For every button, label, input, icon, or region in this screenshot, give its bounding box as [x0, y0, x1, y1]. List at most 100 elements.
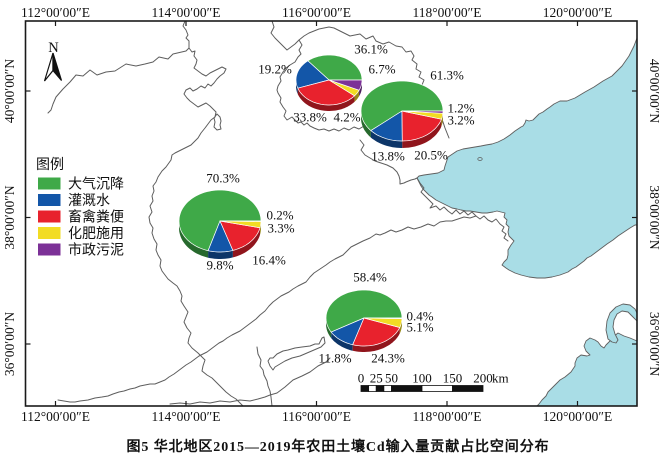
- legend-item-label: 灌溉水: [68, 193, 110, 209]
- pie-slice-side: [296, 80, 298, 95]
- axis-label-lat-right: 36°00′00″N: [647, 312, 662, 376]
- pie-slice-label: 70.3%: [206, 171, 240, 186]
- axis-label-lat-right: 38°00′00″N: [647, 185, 662, 249]
- pie-1: 36.1% 19.2% 33.8% 4.2% 6.7%: [258, 42, 396, 125]
- small-island: [477, 157, 483, 161]
- legend-item-label: 畜禽粪便: [68, 209, 124, 226]
- pie-slice-label: 20.5%: [414, 148, 448, 163]
- pie-slice-label: 19.2%: [258, 62, 292, 77]
- axis-label-lat-left: 38°00′00″N: [2, 185, 17, 249]
- pie-slice: [207, 220, 234, 253]
- pie-charts-layer: 36.1% 19.2% 33.8% 4.2% 6.7% 61.3% 13.8% 20.5% 3.…: [178, 42, 475, 366]
- boundary-shandong-west: [256, 346, 273, 406]
- boundary-small-enclave: [213, 113, 222, 131]
- legend-title: 图例: [36, 157, 64, 173]
- scale-bar-segment: [421, 385, 453, 392]
- boundary-tianjin-south: [359, 139, 418, 185]
- pie-4: 58.4% 11.8% 24.3% 5.1%0.4%: [318, 270, 433, 366]
- pie-slice-label: 24.3%: [371, 351, 405, 366]
- axis-label-lon-bottom: 118°00′00″E: [413, 409, 482, 424]
- pie-slice: [295, 60, 330, 89]
- axis-label-lat-left: 36°00′00″N: [2, 312, 17, 376]
- scale-bar-segment: [452, 385, 484, 392]
- figure-caption: 图5 华北地区2015—2019年农田土壤Cd输入量贡献占比空间分布: [127, 438, 550, 455]
- pie-slice-side: [232, 227, 260, 258]
- pie-slice-label: 58.4%: [353, 270, 387, 285]
- scale-bar-segment: [391, 385, 423, 392]
- pie-slice: [307, 54, 363, 81]
- pie-slice-side: [331, 332, 353, 351]
- pie-slice-side: [352, 327, 400, 352]
- axis-label-lon-bottom: 112°00′00″E: [21, 409, 90, 424]
- scale-bar-segment: [375, 385, 385, 392]
- legend-swatch: [38, 227, 61, 239]
- scale-bar-tick-label: 150: [443, 371, 463, 386]
- pie-3: 70.3% 9.8% 16.4% 3.3%0.2%: [178, 171, 295, 273]
- pie-slice-label: 5.1%: [406, 320, 433, 335]
- boundary-hebei-shandong: [57, 215, 477, 403]
- legend-item: 市政污泥: [38, 242, 124, 259]
- pie-slice-side: [399, 318, 402, 334]
- scale-bar-segment: [368, 385, 377, 392]
- boundary-coastal-jagged: [416, 177, 509, 242]
- boundary-west-hebei-shanxi: [148, 47, 244, 406]
- axis-labels: 112°00′00″E 112°00′00″E 114°00′00″E 114°00′…: [2, 5, 662, 424]
- legend-item: 灌溉水: [38, 193, 110, 209]
- bohai-sea: [416, 37, 637, 279]
- pie-slice: [325, 289, 403, 333]
- pie-slice-side: [326, 318, 332, 339]
- pie-slice-label: 3.3%: [267, 221, 294, 236]
- pie-slice: [178, 189, 262, 252]
- laizhou-bay-sea: [536, 332, 637, 406]
- legend-swatch: [38, 210, 61, 223]
- boundary-bottom-shandong: [169, 357, 331, 405]
- scale-bar-unit: km: [492, 371, 509, 386]
- scale-bar-segment: [383, 385, 392, 392]
- sea-layer: [416, 37, 637, 406]
- axis-label-lon-top: 114°00′00″E: [152, 5, 221, 20]
- legend-item: 畜禽粪便: [38, 209, 124, 226]
- boundary-beijing-loop: [270, 21, 383, 132]
- pie-slice-side: [208, 250, 233, 259]
- boundary-delta-spit: [267, 336, 326, 371]
- axis-label-lat-left: 40°00′00″N: [2, 59, 17, 123]
- north-arrow-label: N: [48, 40, 59, 56]
- scale-bar: 0 25 50 100 150 200 km: [358, 371, 509, 392]
- pie-slice: [370, 110, 403, 142]
- pie-slice-label: 3.2%: [447, 113, 474, 128]
- map-frame: [24, 20, 638, 407]
- pie-slice-label: 11.8%: [318, 351, 351, 366]
- pie-slice: [401, 110, 444, 114]
- pie-2: 61.3% 13.8% 20.5% 3.2%1.2%: [360, 68, 475, 164]
- pie-slice-label: 0.2%: [266, 208, 293, 223]
- pie-slice: [328, 79, 363, 91]
- axis-label-lon-top: 116°00′00″E: [282, 5, 351, 20]
- pie-slice-side: [297, 88, 355, 111]
- axis-label-lon-bottom: 116°00′00″E: [282, 409, 351, 424]
- pie-slice-side: [354, 90, 360, 102]
- legend-item: 大气沉降: [38, 177, 124, 193]
- pie-slice: [352, 317, 401, 347]
- axis-label-lat-right: 40°00′00″N: [647, 59, 662, 123]
- pie-slice-label: 0.4%: [406, 309, 433, 324]
- legend-item-label: 化肥施用: [68, 226, 124, 242]
- pie-slice-side: [402, 119, 442, 148]
- pie-slice-label: 36.1%: [354, 42, 388, 57]
- axis-label-lon-bottom: 120°00′00″E: [543, 409, 612, 424]
- pie-slice: [363, 317, 403, 320]
- pie-slice-label: 4.2%: [333, 110, 360, 125]
- axis-label-lon-top: 120°00′00″E: [543, 5, 612, 20]
- pie-slice: [330, 317, 365, 346]
- pie-slice-label: 9.8%: [206, 258, 233, 273]
- scale-bar-tick-label: 100: [412, 371, 432, 386]
- north-arrow: N: [43, 40, 63, 82]
- axis-label-lon-top: 118°00′00″E: [413, 5, 482, 20]
- north-arrow-right-half: [52, 52, 63, 81]
- pie-slice-label: 16.4%: [252, 253, 286, 268]
- pie-slice: [360, 80, 444, 131]
- legend-item: 化肥施用: [38, 226, 124, 242]
- weihai-inlet-sea: [605, 303, 637, 344]
